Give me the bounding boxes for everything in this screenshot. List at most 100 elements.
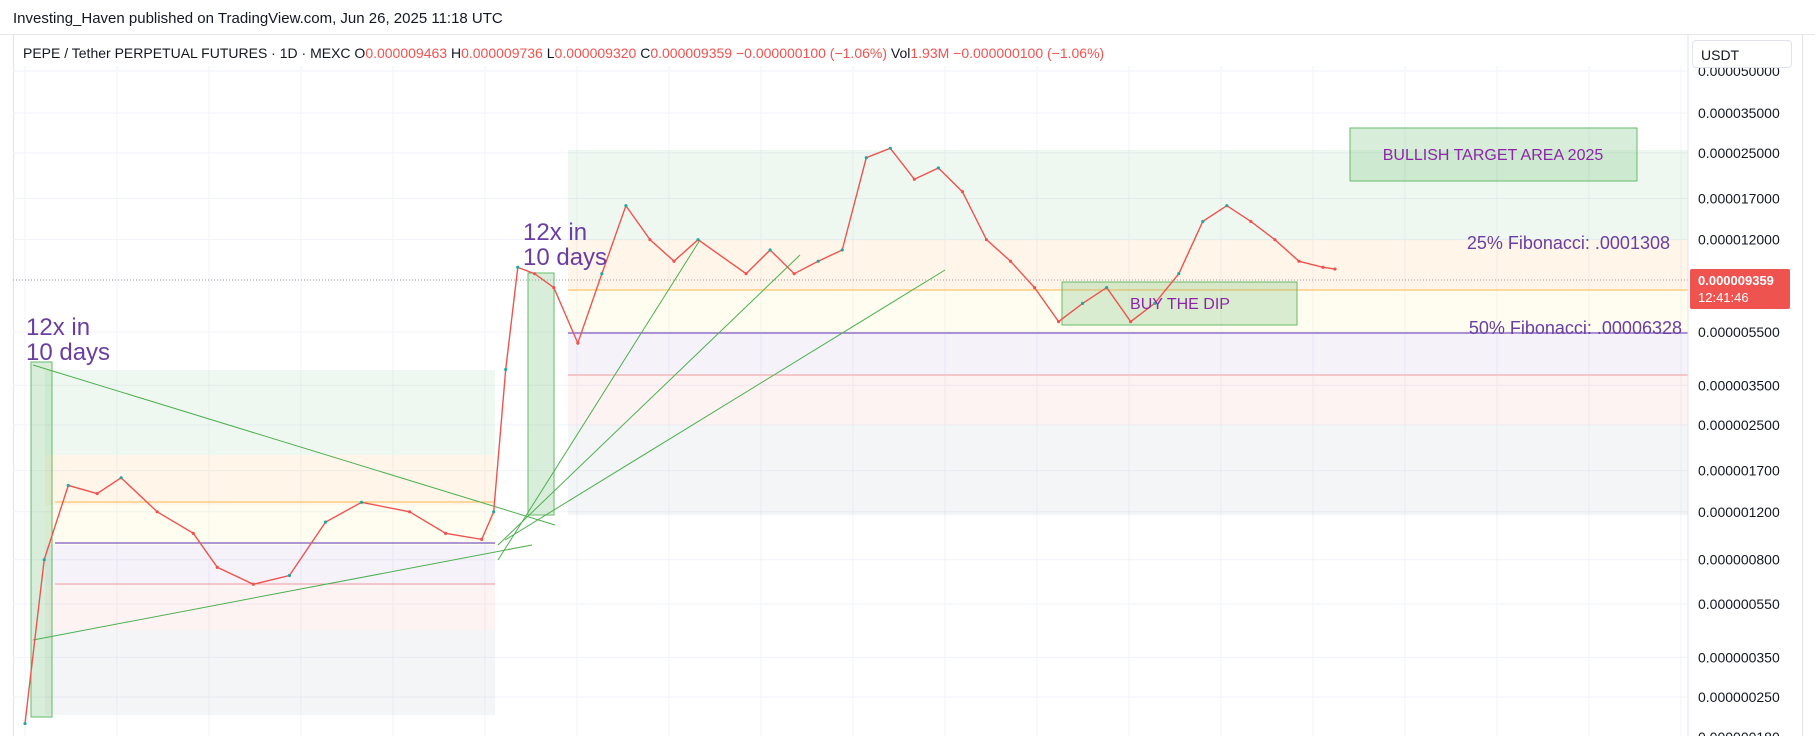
y-tick-label: 0.000003500 (1698, 377, 1780, 393)
change-value: −0.000000100 (−1.06%) (735, 45, 887, 61)
price-point (66, 483, 70, 488)
fib-zone-left-5 (45, 585, 495, 630)
price-point (816, 259, 820, 263)
y-tick-label-partial: 0.000000180 (1698, 729, 1780, 736)
price-point (1129, 319, 1133, 324)
price-point (532, 272, 537, 276)
price-point (1153, 301, 1157, 305)
vol-label: Vol (890, 45, 911, 61)
price-point (492, 510, 496, 514)
price-series-line (24, 147, 1336, 724)
price-point (696, 238, 700, 242)
price-point (648, 238, 652, 242)
high-label: H (450, 45, 462, 61)
buy-dip-box (1061, 281, 1298, 326)
fib-zone-left-2 (45, 455, 495, 505)
price-point (251, 582, 255, 586)
surge-box-mid (527, 272, 555, 516)
trend-line (32, 364, 556, 526)
price-point (1177, 272, 1181, 276)
price-point (576, 341, 580, 345)
grid-lines (13, 66, 1688, 736)
y-tick-label: 0.000012000 (1698, 232, 1780, 248)
trend-lines (32, 239, 946, 641)
price-point (864, 156, 868, 160)
y-tick-label: 0.000017000 (1698, 191, 1780, 207)
price-point (1201, 219, 1205, 224)
price-point (792, 272, 796, 276)
annotation-12x-left-l2: 10 days (26, 339, 110, 366)
fib-zone-right-3 (568, 290, 1688, 333)
fib-levels (13, 279, 1688, 585)
fib-zone-left-6 (45, 630, 495, 715)
price-point (42, 558, 46, 562)
ohlc-legend: PEPE / Tether PERPETUAL FUTURES · 1D · M… (23, 45, 1104, 61)
price-point (407, 510, 412, 514)
y-tick-label: 0.000000350 (1698, 649, 1780, 665)
price-point (1249, 219, 1253, 224)
price-point (1225, 204, 1229, 208)
close-value: 0.000009359 (650, 45, 733, 61)
y-tick-label: 0.000000800 (1698, 552, 1780, 568)
price-point (516, 265, 520, 269)
annotation-target: BULLISH TARGET AREA 2025 (1383, 147, 1604, 164)
price-point (1297, 259, 1301, 263)
price-point (119, 476, 123, 480)
open-value: 0.000009463 (365, 45, 448, 61)
price-point (444, 531, 448, 535)
low-label: L (546, 45, 555, 61)
annotation-12x-left-l1: 12x in (26, 314, 90, 341)
y-tick-label: 0.000005500 (1698, 324, 1780, 340)
price-point (600, 272, 604, 276)
last-price-tag: 0.000009359 12:41:46 (1690, 269, 1790, 309)
price-point (1273, 238, 1277, 242)
last-price-value: 0.000009359 (1698, 273, 1774, 288)
trend-line (32, 544, 533, 641)
target-box (1349, 127, 1638, 182)
surge-box-left (30, 361, 53, 718)
y-tick-label: 0.000002500 (1698, 417, 1780, 433)
price-point (912, 177, 916, 181)
y-tick-label: 0.000000550 (1698, 596, 1780, 612)
trend-line (497, 254, 801, 546)
price-points (23, 146, 1337, 726)
price-point (287, 573, 292, 578)
price-point (936, 166, 940, 170)
price-point (95, 491, 99, 496)
fib-zone-right-4 (568, 333, 1688, 375)
symbol-label[interactable]: PEPE / Tether PERPETUAL FUTURES · 1D · M… (23, 45, 351, 61)
price-point (1056, 319, 1061, 324)
price-point (1321, 265, 1325, 269)
price-point (480, 537, 484, 542)
price-point (1081, 301, 1085, 305)
fib-zone-right-1 (568, 150, 1688, 240)
price-point (840, 248, 844, 252)
price-point (191, 531, 195, 535)
trend-line (504, 269, 946, 541)
annotation-fib-50: 50% Fibonacci: .00006328 (1469, 318, 1682, 338)
publisher-bar: Investing_Haven published on TradingView… (0, 0, 1815, 35)
open-label: O (354, 45, 366, 61)
bar-countdown: 12:41:46 (1698, 290, 1749, 305)
fib-zone-left-3 (45, 505, 495, 545)
trend-line (497, 239, 701, 561)
y-tick-label: 0.000035000 (1698, 105, 1780, 121)
annotation-fib-25: 25% Fibonacci: .0001308 (1467, 233, 1670, 253)
price-point (672, 259, 676, 263)
vol-value: 1.93M (910, 45, 950, 61)
y-tick-label: 0.000001200 (1698, 504, 1780, 520)
price-point (984, 238, 989, 242)
currency-unit-button[interactable]: USDT (1692, 40, 1792, 68)
y-tick-label: 0.000001700 (1698, 463, 1780, 479)
price-point (323, 520, 328, 524)
y-tick-label: 0.000025000 (1698, 145, 1780, 161)
published-info: Investing_Haven published on TradingView… (13, 10, 503, 27)
vol-change-value: −0.000000100 (−1.06%) (953, 45, 1105, 61)
price-axis: 0.0000500000.0000350000.0000250000.00001… (1687, 34, 1780, 736)
price-point (744, 272, 748, 276)
price-point (960, 190, 965, 194)
fib-zone-left-1 (45, 370, 495, 455)
annotation-12x-mid-l1: 12x in (523, 219, 587, 246)
